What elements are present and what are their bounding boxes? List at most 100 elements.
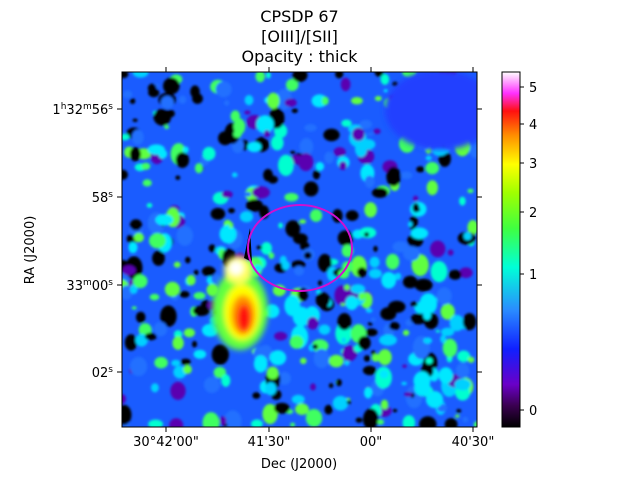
heatmap-blob [295, 403, 309, 416]
heatmap-blob [176, 225, 194, 246]
heatmap-blob [278, 371, 291, 385]
heatmap-blob [122, 404, 132, 425]
chart-title-line-1: CPSDP 67 [260, 7, 339, 26]
heatmap-blob [374, 96, 382, 101]
heatmap-blob [251, 419, 263, 427]
heatmap-blob [336, 379, 342, 387]
heatmap-blob [469, 143, 477, 159]
heatmap-blob [171, 296, 178, 301]
heatmap-blob [164, 124, 170, 130]
heatmap-blob [262, 403, 278, 425]
heatmap-blob [122, 169, 128, 180]
heatmap-blob [352, 127, 365, 141]
heatmap-blob [305, 409, 323, 427]
heatmap-blob [151, 383, 159, 393]
heatmap-blob [351, 97, 363, 105]
heatmap-blob [135, 311, 146, 323]
heatmap-blob [423, 309, 432, 321]
heatmap-blob [345, 210, 359, 221]
heatmap-blob [410, 227, 429, 240]
heatmap-blob [132, 118, 138, 123]
heatmap-blob [122, 133, 130, 141]
heatmap-blob [131, 129, 144, 145]
heatmap-blob [175, 175, 181, 180]
heatmap-blob [324, 404, 333, 415]
heatmap-blob [392, 409, 398, 413]
heatmap-blob [178, 95, 187, 104]
heatmap-blob [163, 77, 180, 95]
x-tick-label: 00" [360, 435, 383, 450]
heatmap-blob [335, 72, 344, 79]
heatmap-blob [173, 261, 181, 268]
heatmap-blob [318, 324, 331, 335]
heatmap-blob [344, 360, 350, 366]
heatmap-blob [173, 330, 183, 339]
heatmap-blob [363, 408, 379, 427]
heatmap-blob [172, 336, 184, 350]
heatmap-blob [459, 196, 466, 206]
heatmap-blob [224, 100, 230, 106]
heatmap-blob [425, 155, 432, 161]
heatmap-blob [340, 77, 351, 92]
heatmap-blob [438, 367, 453, 384]
heatmap-blob [312, 344, 318, 350]
heatmap-blob [299, 137, 314, 156]
heatmap-blob [435, 329, 440, 333]
heatmap-blob [153, 108, 172, 126]
heatmap-blob [467, 188, 474, 194]
heatmap-blob [388, 300, 406, 313]
plot-frame [121, 71, 478, 428]
heatmap-blob [317, 280, 323, 286]
heatmap-blob [342, 345, 358, 362]
heatmap-blob [208, 244, 216, 253]
heatmap-blob [370, 317, 376, 323]
heatmap-blob [371, 353, 381, 362]
heatmap-blob [124, 334, 138, 351]
heatmap-blob [131, 306, 137, 310]
heatmap-blob [414, 278, 433, 292]
heatmap-blob [363, 355, 371, 362]
heatmap-blob [193, 349, 207, 359]
heatmap-blob [371, 187, 388, 198]
heatmap-blob [310, 383, 316, 391]
colorbar-tick-label: 0 [529, 404, 537, 419]
heatmap-blob [130, 356, 148, 377]
heatmap-blob [194, 163, 203, 174]
bright-emission-region [212, 72, 477, 350]
heatmap-blob [359, 119, 373, 129]
heatmap-blob [410, 301, 418, 307]
heatmap-blob [404, 392, 413, 397]
heatmap-blob [380, 73, 390, 85]
heatmap-blob [303, 181, 319, 197]
heatmap-blob [340, 303, 346, 307]
heatmap-blob [266, 366, 279, 380]
heatmap-blob [333, 147, 346, 157]
heatmap-blob [133, 274, 148, 289]
x-axis-label: Dec (J2000) [261, 457, 337, 472]
heatmap-blob [179, 291, 190, 298]
heatmap-blob [158, 149, 168, 159]
heatmap-blob [373, 128, 381, 134]
heatmap-blob [133, 232, 144, 243]
heatmap-blob [402, 415, 416, 427]
heatmap-blob [447, 249, 454, 256]
heatmap-blob [440, 303, 455, 320]
y-tick-label: 58s [92, 190, 114, 206]
heatmap-blob [149, 233, 166, 249]
heatmap-blob [160, 95, 174, 110]
heatmap-blob [367, 322, 373, 326]
heatmap-blob [215, 81, 232, 98]
heatmap-blob [291, 394, 305, 404]
heatmap-blob [252, 392, 261, 399]
heatmap-blob [405, 319, 413, 327]
heatmap-blob [441, 327, 455, 337]
heatmap-blob [467, 220, 477, 235]
y-tick-label: 33m00s [66, 278, 113, 294]
heatmap-blob [252, 186, 270, 199]
heatmap-blob [430, 261, 448, 283]
heatmap-blob [364, 175, 375, 188]
heatmap-blob [244, 110, 251, 115]
heatmap-blob [425, 161, 440, 175]
heatmap-blob [122, 394, 126, 404]
heatmap-blob [457, 350, 471, 363]
